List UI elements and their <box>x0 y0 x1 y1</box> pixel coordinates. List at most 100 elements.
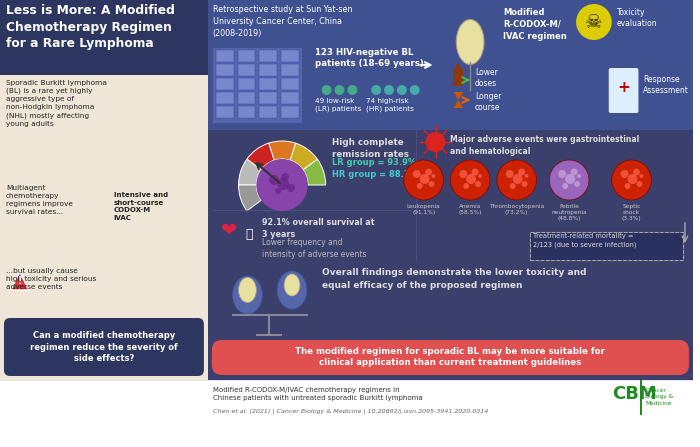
Bar <box>0 0 208 380</box>
Text: Toxicity
evaluation: Toxicity evaluation <box>617 8 657 29</box>
Bar <box>259 64 277 76</box>
Text: ...but usually cause
high toxicity and serious
adverse events: ...but usually cause high toxicity and s… <box>6 268 96 290</box>
Text: High complete
remission rates: High complete remission rates <box>332 138 409 159</box>
Circle shape <box>322 85 332 95</box>
Text: Intensive and
short-course
CODOX-M
IVAC: Intensive and short-course CODOX-M IVAC <box>114 192 168 221</box>
Circle shape <box>281 173 289 181</box>
Ellipse shape <box>456 20 484 64</box>
Bar <box>0 0 208 75</box>
Text: 🤲: 🤲 <box>246 228 253 241</box>
Circle shape <box>522 181 528 187</box>
Text: Major adverse events were gastrointestinal
and hematological: Major adverse events were gastrointestin… <box>450 135 640 156</box>
Text: Retrospective study at Sun Yat-sen
University Cancer Center, China
(2008-2019): Retrospective study at Sun Yat-sen Unive… <box>213 5 352 38</box>
Circle shape <box>404 160 443 200</box>
Ellipse shape <box>239 278 256 303</box>
Text: Less is More: A Modified
Chemotherapy Regimen
for a Rare Lymphoma: Less is More: A Modified Chemotherapy Re… <box>6 4 175 50</box>
Text: Septic
shock
(3.3%): Septic shock (3.3%) <box>622 204 641 221</box>
Text: 74 high-risk
(HR) patients: 74 high-risk (HR) patients <box>366 98 414 112</box>
Polygon shape <box>11 272 29 290</box>
Circle shape <box>416 183 423 189</box>
Bar <box>208 260 693 380</box>
Circle shape <box>277 178 289 190</box>
Circle shape <box>633 169 640 176</box>
FancyBboxPatch shape <box>4 318 204 376</box>
Wedge shape <box>239 185 261 211</box>
Ellipse shape <box>284 274 300 296</box>
Circle shape <box>410 85 420 95</box>
Bar <box>237 78 256 90</box>
Bar <box>216 92 234 104</box>
Circle shape <box>612 160 651 200</box>
Circle shape <box>639 174 643 178</box>
Circle shape <box>576 4 612 40</box>
Circle shape <box>497 160 536 200</box>
Circle shape <box>384 85 394 95</box>
Circle shape <box>397 85 407 95</box>
Circle shape <box>512 174 523 184</box>
Circle shape <box>432 174 435 178</box>
Bar <box>259 106 277 118</box>
Text: +: + <box>617 80 630 96</box>
Bar <box>208 130 693 260</box>
Circle shape <box>624 183 631 189</box>
Wedge shape <box>269 141 295 160</box>
Bar <box>530 232 683 260</box>
Text: LR group = 93.9%: LR group = 93.9% <box>332 158 416 167</box>
Polygon shape <box>454 100 463 108</box>
Wedge shape <box>303 159 326 185</box>
Circle shape <box>420 174 430 184</box>
Bar <box>456 64 461 70</box>
Bar <box>281 106 299 118</box>
Bar <box>216 78 234 90</box>
Circle shape <box>425 169 432 176</box>
Circle shape <box>570 169 578 176</box>
Circle shape <box>270 175 279 185</box>
Circle shape <box>450 160 490 200</box>
Wedge shape <box>247 143 274 170</box>
Ellipse shape <box>277 271 307 309</box>
Text: Modified R-CODOX-M/IVAC chemotherapy regimens in
Chinese patients with untreated: Modified R-CODOX-M/IVAC chemotherapy reg… <box>213 387 422 401</box>
Circle shape <box>426 132 445 152</box>
Circle shape <box>559 170 566 178</box>
Circle shape <box>466 174 476 184</box>
Bar <box>454 68 463 86</box>
Text: Cancer
Biology &
Medicine: Cancer Biology & Medicine <box>645 388 673 406</box>
Circle shape <box>510 183 516 189</box>
Circle shape <box>565 174 575 184</box>
Text: HR group = 88.3%: HR group = 88.3% <box>332 170 417 179</box>
Circle shape <box>524 174 528 178</box>
Bar <box>530 232 683 260</box>
Circle shape <box>463 183 469 189</box>
Circle shape <box>627 174 638 184</box>
Bar <box>640 380 643 415</box>
Text: Lower
doses: Lower doses <box>475 68 498 88</box>
Circle shape <box>518 169 525 176</box>
Circle shape <box>335 85 344 95</box>
Bar <box>259 92 277 104</box>
Circle shape <box>562 183 568 189</box>
Text: !: ! <box>18 276 22 286</box>
Circle shape <box>506 170 514 178</box>
Text: Treatment-related mortality =
2/123 (due to severe infection): Treatment-related mortality = 2/123 (due… <box>533 233 636 248</box>
Bar <box>237 92 256 104</box>
Text: The modified regimen for sporadic BL may be more suitable for
clinical applicati: The modified regimen for sporadic BL may… <box>295 346 606 367</box>
Bar <box>0 380 693 447</box>
Circle shape <box>428 181 435 187</box>
Bar <box>237 50 256 62</box>
Text: Febrile
neutropenia
(48.8%): Febrile neutropenia (48.8%) <box>552 204 587 221</box>
Bar <box>281 92 299 104</box>
Text: Longer
course: Longer course <box>475 92 501 112</box>
Circle shape <box>275 188 281 194</box>
Circle shape <box>577 174 581 178</box>
Bar <box>237 106 256 118</box>
Circle shape <box>621 170 629 178</box>
Text: ❤: ❤ <box>221 220 238 240</box>
Text: CBM: CBM <box>612 385 657 403</box>
Bar <box>281 78 299 90</box>
Bar <box>208 0 693 130</box>
Text: Old: Old <box>241 292 253 298</box>
Bar <box>259 78 277 90</box>
FancyBboxPatch shape <box>212 340 689 375</box>
Text: 49 low-risk
(LR) patients: 49 low-risk (LR) patients <box>315 98 361 112</box>
Bar <box>216 64 234 76</box>
